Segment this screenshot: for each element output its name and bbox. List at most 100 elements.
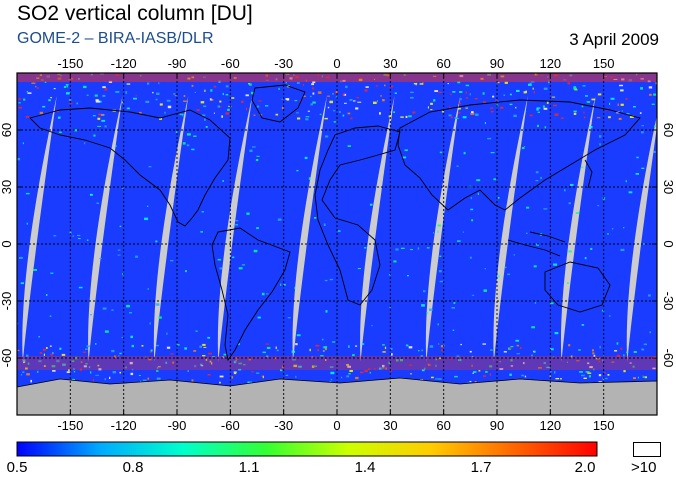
noise-pixel <box>100 114 105 116</box>
noise-pixel <box>17 349 20 352</box>
noise-pixel <box>389 306 392 308</box>
noise-pixel <box>471 219 474 222</box>
noise-pixel <box>156 344 159 347</box>
noise-pixel <box>299 100 301 102</box>
noise-pixel <box>311 365 315 368</box>
noise-pixel <box>61 353 66 356</box>
noise-pixel <box>131 368 134 371</box>
noise-pixel <box>148 166 152 168</box>
noise-pixel <box>144 217 149 221</box>
noise-pixel <box>459 358 462 362</box>
noise-pixel <box>176 344 180 346</box>
noise-pixel <box>355 345 358 347</box>
noise-pixel <box>251 371 254 373</box>
noise-pixel <box>167 105 172 109</box>
noise-pixel <box>609 102 611 105</box>
noise-pixel <box>308 177 311 180</box>
noise-pixel <box>371 324 373 327</box>
noise-pixel <box>275 113 279 116</box>
noise-pixel <box>149 322 151 325</box>
noise-pixel <box>156 366 159 369</box>
noise-pixel <box>497 197 500 199</box>
noise-pixel <box>616 342 619 345</box>
noise-pixel <box>509 93 512 96</box>
noise-pixel <box>543 362 546 364</box>
noise-pixel <box>384 346 387 350</box>
noise-pixel <box>597 93 602 96</box>
noise-pixel <box>345 85 348 89</box>
noise-pixel <box>484 122 486 125</box>
noise-pixel <box>83 85 87 89</box>
noise-pixel <box>441 110 444 113</box>
noise-pixel <box>477 192 479 195</box>
noise-pixel <box>79 368 82 371</box>
noise-pixel <box>437 323 439 326</box>
noise-pixel <box>201 365 204 367</box>
noise-pixel <box>155 240 158 243</box>
noise-pixel <box>458 102 462 105</box>
noise-pixel <box>346 364 349 366</box>
noise-pixel <box>275 346 277 349</box>
noise-pixel <box>353 100 356 102</box>
noise-pixel <box>170 260 174 262</box>
noise-pixel <box>427 106 429 109</box>
noise-pixel <box>513 254 515 256</box>
noise-pixel <box>312 81 316 84</box>
noise-pixel <box>18 98 21 100</box>
noise-pixel <box>104 378 106 381</box>
noise-pixel <box>145 100 150 103</box>
noise-pixel <box>225 112 230 115</box>
noise-pixel <box>43 348 46 351</box>
noise-pixel <box>23 98 26 101</box>
noise-pixel <box>203 105 207 108</box>
noise-pixel <box>536 108 539 111</box>
noise-pixel <box>33 269 37 271</box>
lat-label-left: -60 <box>0 349 14 368</box>
noise-pixel <box>554 113 559 116</box>
noise-pixel <box>39 111 43 115</box>
noise-pixel <box>487 137 492 140</box>
noise-pixel <box>591 98 596 101</box>
noise-pixel <box>553 104 557 107</box>
noise-pixel <box>450 116 453 119</box>
noise-pixel <box>503 94 506 96</box>
noise-pixel <box>313 365 317 367</box>
noise-pixel <box>430 109 433 111</box>
noise-pixel <box>583 377 587 379</box>
noise-pixel <box>295 375 297 378</box>
asia-coast <box>397 99 641 211</box>
noise-pixel <box>389 85 394 88</box>
noise-pixel <box>469 256 472 259</box>
noise-pixel <box>94 94 98 97</box>
graticule <box>17 73 657 415</box>
noise-pixel <box>493 178 497 181</box>
noise-pixel <box>324 347 327 351</box>
noise-pixel <box>280 283 282 286</box>
noise-pixel <box>246 107 248 111</box>
noise-pixel <box>528 83 532 86</box>
noise-pixel <box>266 355 269 358</box>
noise-pixel <box>111 349 115 353</box>
noise-pixel <box>651 358 654 360</box>
noise-pixel <box>286 99 290 101</box>
noise-pixel <box>156 377 161 380</box>
noise-pixel <box>95 374 99 376</box>
noise-pixel <box>285 81 287 84</box>
noise-pixel <box>92 115 96 117</box>
noise-pixel <box>114 355 117 358</box>
noise-pixel <box>238 362 242 365</box>
noise-pixel <box>598 374 602 377</box>
noise-pixel <box>573 112 577 115</box>
noise-pixel <box>490 349 493 351</box>
noise-pixel <box>62 363 66 366</box>
noise-pixel <box>395 248 399 251</box>
noise-pixel <box>219 267 223 270</box>
noise-pixel <box>388 115 392 118</box>
noise-pixel <box>499 361 501 363</box>
noise-pixel <box>145 356 147 358</box>
map-date: 3 April 2009 <box>569 30 659 49</box>
noise-pixel <box>46 347 48 349</box>
noise-pixel <box>49 315 52 317</box>
noise-pixel <box>364 89 368 92</box>
noise-pixel <box>474 381 477 384</box>
